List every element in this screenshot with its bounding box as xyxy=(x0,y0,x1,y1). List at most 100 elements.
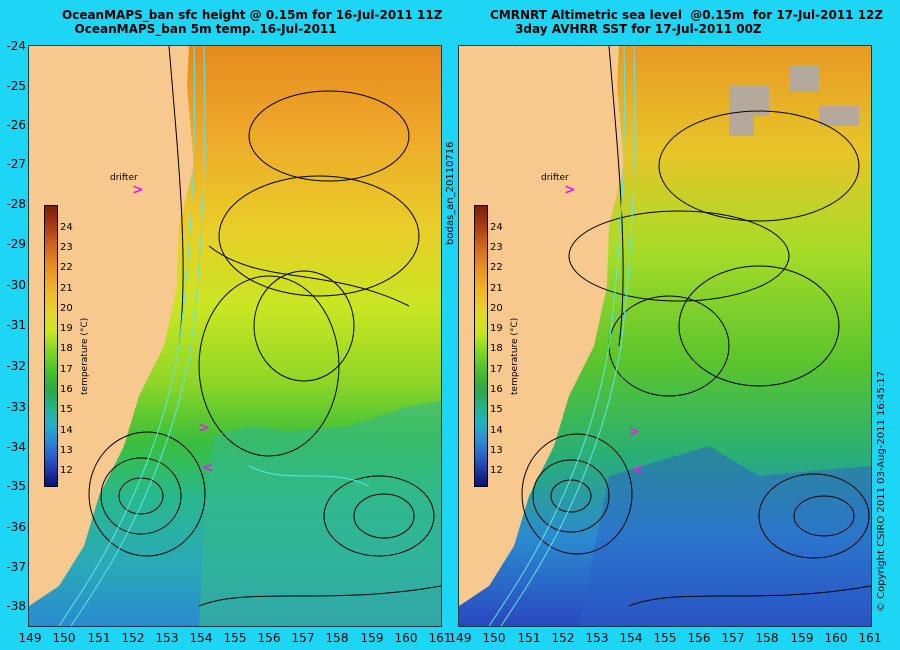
right-map-title: CMRNRT Altimetric sea level @0.15m for 1… xyxy=(490,8,883,36)
drifter-label: drifter xyxy=(541,173,569,183)
colorbar-tick: 20 xyxy=(60,303,73,314)
colorbar-tick: 12 xyxy=(490,465,503,476)
x-tick-label: 153 xyxy=(155,631,179,645)
colorbar-title: temperature (°C) xyxy=(80,317,90,395)
left-map-panel xyxy=(28,45,442,627)
drifter-track-icon: > xyxy=(628,424,640,440)
y-tick-label: -38 xyxy=(6,599,26,613)
x-tick-label: 150 xyxy=(52,631,76,645)
y-tick-label: -36 xyxy=(6,520,26,534)
x-tick-label: 151 xyxy=(87,631,111,645)
y-tick-label: -31 xyxy=(6,318,26,332)
x-tick-label: 156 xyxy=(687,631,711,645)
x-tick-label: 154 xyxy=(619,631,643,645)
colorbar-tick: 13 xyxy=(60,445,73,456)
drifter-track-icon: < xyxy=(632,462,644,478)
model-run-label: bodas_an_20110716 xyxy=(445,141,456,245)
colorbar xyxy=(474,205,488,487)
y-tick-label: -27 xyxy=(6,157,26,171)
y-tick-label: -33 xyxy=(6,400,26,414)
x-tick-label: 152 xyxy=(121,631,145,645)
colorbar-tick: 13 xyxy=(490,445,503,456)
colorbar-tick: 14 xyxy=(490,425,503,436)
colorbar-tick: 18 xyxy=(490,343,503,354)
colorbar-tick: 20 xyxy=(490,303,503,314)
colorbar-tick: 17 xyxy=(60,364,73,375)
left-title-line2: OceanMAPS_ban 5m temp. 16-Jul-2011 xyxy=(74,22,337,36)
colorbar-tick: 21 xyxy=(60,283,73,294)
y-tick-label: -25 xyxy=(6,79,26,93)
x-tick-label: 149 xyxy=(448,631,472,645)
x-tick-label: 161 xyxy=(428,631,452,645)
left-map-title: OceanMAPS_ban sfc height @ 0.15m for 16-… xyxy=(62,8,442,36)
x-tick-label: 152 xyxy=(551,631,575,645)
right-colorbar-anchor: temperature (°C) 24 23 22 21 20 19 18 17… xyxy=(458,45,520,487)
colorbar-title: temperature (°C) xyxy=(510,317,520,395)
depth-contours xyxy=(488,46,636,626)
colorbar-tick: 16 xyxy=(60,384,73,395)
colorbar-tick: 23 xyxy=(60,242,73,253)
colorbar-tick: 21 xyxy=(490,283,503,294)
x-tick-label: 160 xyxy=(394,631,418,645)
y-tick-label: -28 xyxy=(6,197,26,211)
x-tick-label: 158 xyxy=(755,631,779,645)
colorbar-tick: 14 xyxy=(60,425,73,436)
right-title-line2: 3day AVHRR SST for 17-Jul-2011 00Z xyxy=(515,22,762,36)
colorbar-tick: 24 xyxy=(490,222,503,233)
x-tick-label: 150 xyxy=(482,631,506,645)
x-tick-label: 159 xyxy=(360,631,384,645)
right-title-line1: CMRNRT Altimetric sea level @0.15m for 1… xyxy=(490,8,884,22)
depth-contours xyxy=(58,46,370,626)
colorbar-tick: 19 xyxy=(490,323,503,334)
colorbar-tick: 23 xyxy=(490,242,503,253)
y-tick-label: -26 xyxy=(6,118,26,132)
x-tick-label: 149 xyxy=(18,631,42,645)
x-tick-label: 155 xyxy=(223,631,247,645)
colorbar-tick: 12 xyxy=(60,465,73,476)
colorbar-tick: 22 xyxy=(60,262,73,273)
colorbar xyxy=(44,205,58,487)
y-tick-label: -32 xyxy=(6,359,26,373)
x-tick-label: 156 xyxy=(257,631,281,645)
x-tick-label: 161 xyxy=(858,631,882,645)
y-tick-label: -37 xyxy=(6,560,26,574)
right-map-svg xyxy=(459,46,871,626)
colorbar-tick: 19 xyxy=(60,323,73,334)
right-map-panel xyxy=(458,45,872,627)
land-australia xyxy=(459,46,624,606)
left-title-line1: OceanMAPS_ban sfc height @ 0.15m for 16-… xyxy=(62,8,443,22)
cool-water xyxy=(199,401,441,626)
drifter-track-icon: > xyxy=(198,420,210,436)
y-tick-label: -24 xyxy=(6,39,26,53)
land-australia xyxy=(29,46,194,606)
x-tick-label: 159 xyxy=(790,631,814,645)
left-colorbar-anchor: temperature (°C) 24 23 22 21 20 19 18 17… xyxy=(28,45,90,487)
drifter-label: drifter xyxy=(110,173,138,183)
ssh-contours xyxy=(521,46,871,607)
drifter-marker-icon: > xyxy=(564,182,576,198)
colorbar-tick: 24 xyxy=(60,222,73,233)
colorbar-tick: 15 xyxy=(60,404,73,415)
y-tick-label: -29 xyxy=(6,237,26,251)
copyright-label: © Copyright CSIRO 2011 03-Aug-2011 16:45… xyxy=(876,371,887,612)
x-tick-label: 160 xyxy=(824,631,848,645)
y-tick-label: -35 xyxy=(6,479,26,493)
drifter-marker-icon: > xyxy=(132,182,144,198)
x-tick-label: 155 xyxy=(653,631,677,645)
y-tick-label: -34 xyxy=(6,440,26,454)
x-tick-label: 154 xyxy=(189,631,213,645)
y-tick-label: -30 xyxy=(6,278,26,292)
x-tick-label: 153 xyxy=(585,631,609,645)
x-tick-label: 157 xyxy=(291,631,315,645)
colorbar-tick: 17 xyxy=(490,364,503,375)
left-map-svg xyxy=(29,46,441,626)
x-tick-label: 157 xyxy=(721,631,745,645)
colorbar-tick: 15 xyxy=(490,404,503,415)
colorbar-tick: 18 xyxy=(60,343,73,354)
x-tick-label: 158 xyxy=(325,631,349,645)
x-tick-label: 151 xyxy=(517,631,541,645)
drifter-track-icon: < xyxy=(202,460,214,476)
colorbar-tick: 22 xyxy=(490,262,503,273)
cool-water xyxy=(579,446,871,626)
colorbar-tick: 16 xyxy=(490,384,503,395)
